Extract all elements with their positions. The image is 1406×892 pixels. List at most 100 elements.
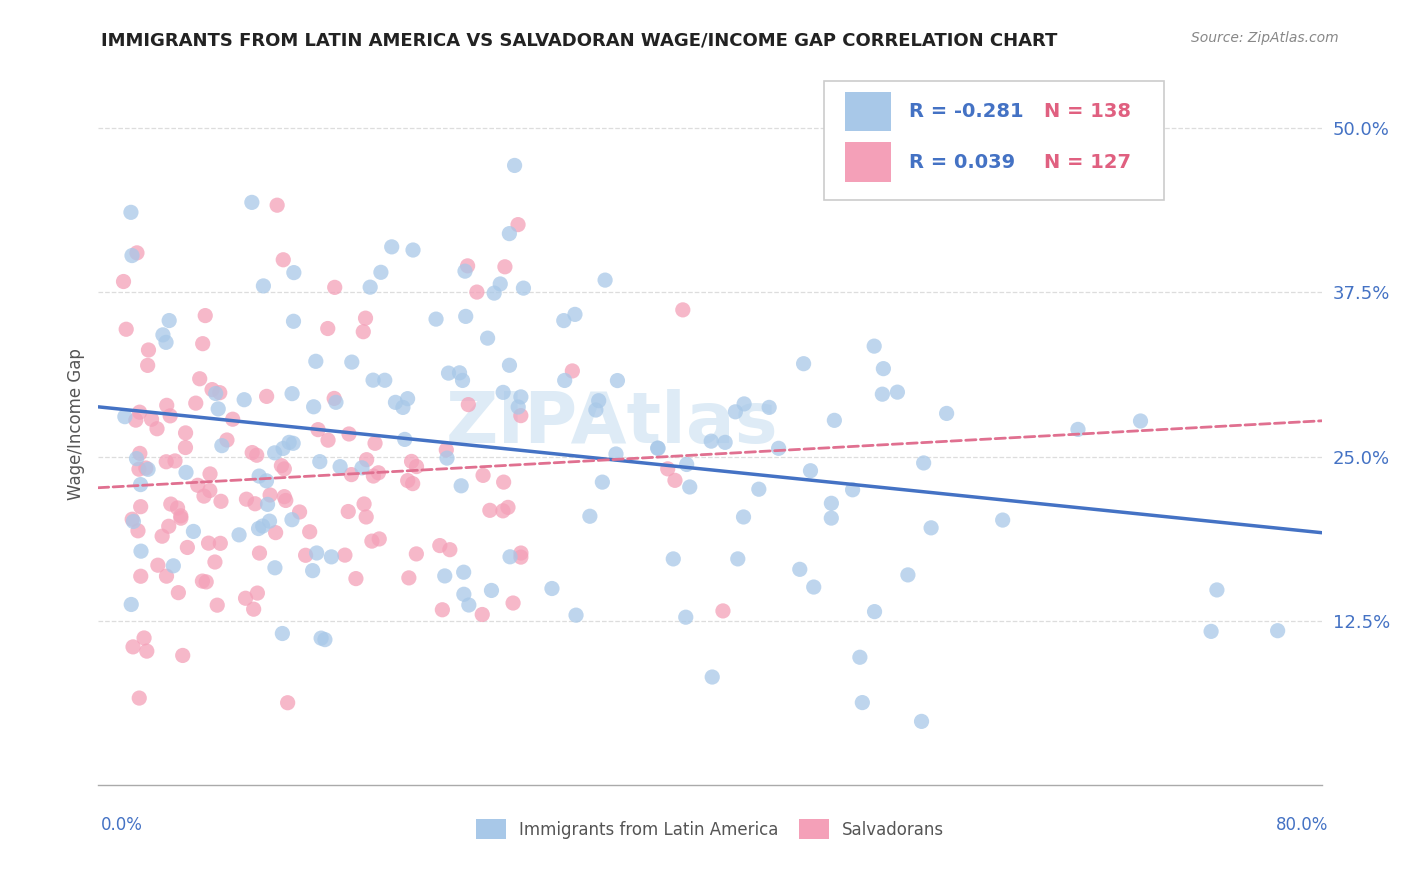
- Point: [679, 480, 702, 494]
- Point: [204, 386, 226, 401]
- Point: [820, 496, 842, 510]
- Point: [675, 458, 697, 472]
- Point: [494, 260, 516, 274]
- Point: [122, 640, 145, 654]
- Point: [256, 389, 278, 403]
- Point: [657, 462, 679, 476]
- Point: [700, 434, 723, 449]
- Point: [374, 373, 396, 387]
- Point: [242, 602, 264, 616]
- Point: [457, 398, 479, 412]
- Point: [489, 277, 512, 291]
- Point: [271, 252, 294, 267]
- Point: [215, 433, 238, 447]
- Point: [841, 483, 863, 497]
- Point: [316, 321, 339, 335]
- Point: [129, 569, 152, 583]
- Point: [264, 525, 287, 540]
- Bar: [845, 143, 891, 182]
- Point: [183, 524, 205, 539]
- Point: [851, 696, 873, 710]
- Point: [273, 490, 295, 504]
- Point: [799, 464, 821, 478]
- Point: [498, 227, 520, 241]
- Point: [249, 546, 271, 560]
- Point: [478, 503, 501, 517]
- Point: [564, 307, 586, 321]
- Point: [793, 357, 815, 371]
- Point: [156, 398, 179, 412]
- Point: [281, 386, 304, 401]
- Point: [733, 397, 755, 411]
- Point: [724, 405, 747, 419]
- Point: [472, 468, 495, 483]
- Point: [191, 336, 214, 351]
- Point: [333, 548, 356, 562]
- Point: [135, 644, 157, 658]
- Point: [323, 392, 346, 406]
- Point: [252, 519, 274, 533]
- Point: [128, 691, 150, 706]
- Point: [170, 508, 193, 523]
- Point: [579, 509, 602, 524]
- Point: [593, 273, 616, 287]
- Point: [128, 446, 150, 460]
- Point: [384, 395, 406, 409]
- Text: N = 127: N = 127: [1045, 153, 1130, 171]
- Point: [152, 327, 174, 342]
- Point: [565, 608, 588, 623]
- Point: [222, 412, 245, 426]
- Point: [454, 264, 477, 278]
- Point: [1267, 624, 1289, 638]
- Point: [193, 489, 215, 503]
- Point: [344, 572, 367, 586]
- Point: [872, 387, 894, 401]
- Point: [136, 462, 159, 476]
- Point: [405, 547, 427, 561]
- Text: Source: ZipAtlas.com: Source: ZipAtlas.com: [1191, 31, 1339, 45]
- Point: [499, 549, 522, 564]
- Point: [204, 555, 226, 569]
- Point: [711, 604, 734, 618]
- Point: [191, 574, 214, 588]
- Point: [211, 439, 233, 453]
- Point: [449, 366, 471, 380]
- Point: [508, 400, 530, 414]
- Point: [553, 313, 575, 327]
- Point: [405, 459, 427, 474]
- FancyBboxPatch shape: [824, 80, 1164, 200]
- Point: [664, 474, 686, 488]
- Point: [274, 493, 297, 508]
- Point: [176, 541, 198, 555]
- Point: [184, 396, 207, 410]
- Point: [302, 400, 325, 414]
- Point: [481, 583, 503, 598]
- Point: [263, 446, 285, 460]
- Point: [115, 322, 138, 336]
- Point: [1067, 422, 1090, 436]
- Point: [256, 497, 278, 511]
- Point: [1206, 582, 1229, 597]
- Point: [368, 532, 391, 546]
- Point: [166, 500, 188, 515]
- Point: [433, 569, 456, 583]
- Point: [897, 568, 920, 582]
- Text: N = 138: N = 138: [1045, 102, 1130, 121]
- Legend: Immigrants from Latin America, Salvadorans: Immigrants from Latin America, Salvadora…: [470, 813, 950, 846]
- Point: [554, 374, 576, 388]
- Point: [325, 395, 347, 409]
- Point: [457, 259, 479, 273]
- Point: [209, 536, 232, 550]
- Point: [886, 385, 908, 400]
- Point: [125, 245, 148, 260]
- Point: [672, 302, 695, 317]
- Point: [198, 467, 221, 481]
- Point: [155, 455, 177, 469]
- Point: [155, 569, 177, 583]
- Point: [350, 460, 373, 475]
- Point: [454, 310, 477, 324]
- Point: [436, 451, 458, 466]
- Point: [354, 510, 377, 524]
- Point: [541, 582, 564, 596]
- Point: [820, 511, 842, 525]
